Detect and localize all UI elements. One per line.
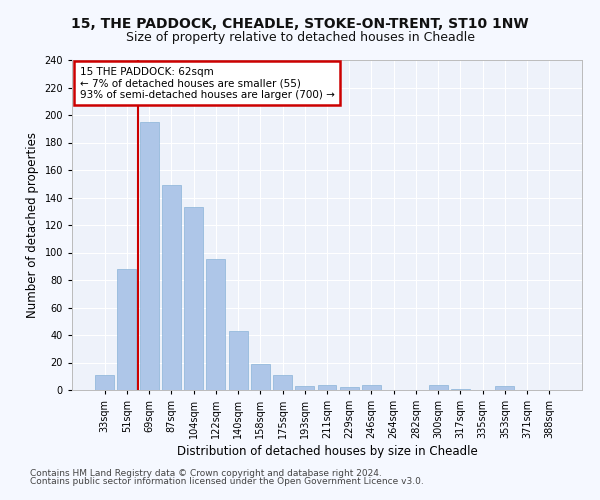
Text: 15, THE PADDOCK, CHEADLE, STOKE-ON-TRENT, ST10 1NW: 15, THE PADDOCK, CHEADLE, STOKE-ON-TRENT… — [71, 18, 529, 32]
Bar — [340, 387, 359, 390]
Bar — [251, 364, 270, 390]
X-axis label: Distribution of detached houses by size in Cheadle: Distribution of detached houses by size … — [176, 446, 478, 458]
Bar — [362, 384, 381, 390]
Text: Size of property relative to detached houses in Cheadle: Size of property relative to detached ho… — [125, 31, 475, 44]
Bar — [295, 386, 314, 390]
Bar — [140, 122, 158, 390]
Y-axis label: Number of detached properties: Number of detached properties — [26, 132, 39, 318]
Bar — [429, 384, 448, 390]
Bar — [118, 269, 136, 390]
Bar — [229, 331, 248, 390]
Bar — [206, 260, 225, 390]
Bar — [95, 375, 114, 390]
Bar — [496, 386, 514, 390]
Text: 15 THE PADDOCK: 62sqm
← 7% of detached houses are smaller (55)
93% of semi-detac: 15 THE PADDOCK: 62sqm ← 7% of detached h… — [80, 66, 335, 100]
Bar — [317, 384, 337, 390]
Bar — [273, 375, 292, 390]
Bar — [162, 185, 181, 390]
Bar — [184, 207, 203, 390]
Bar — [451, 388, 470, 390]
Text: Contains public sector information licensed under the Open Government Licence v3: Contains public sector information licen… — [30, 477, 424, 486]
Text: Contains HM Land Registry data © Crown copyright and database right 2024.: Contains HM Land Registry data © Crown c… — [30, 468, 382, 477]
